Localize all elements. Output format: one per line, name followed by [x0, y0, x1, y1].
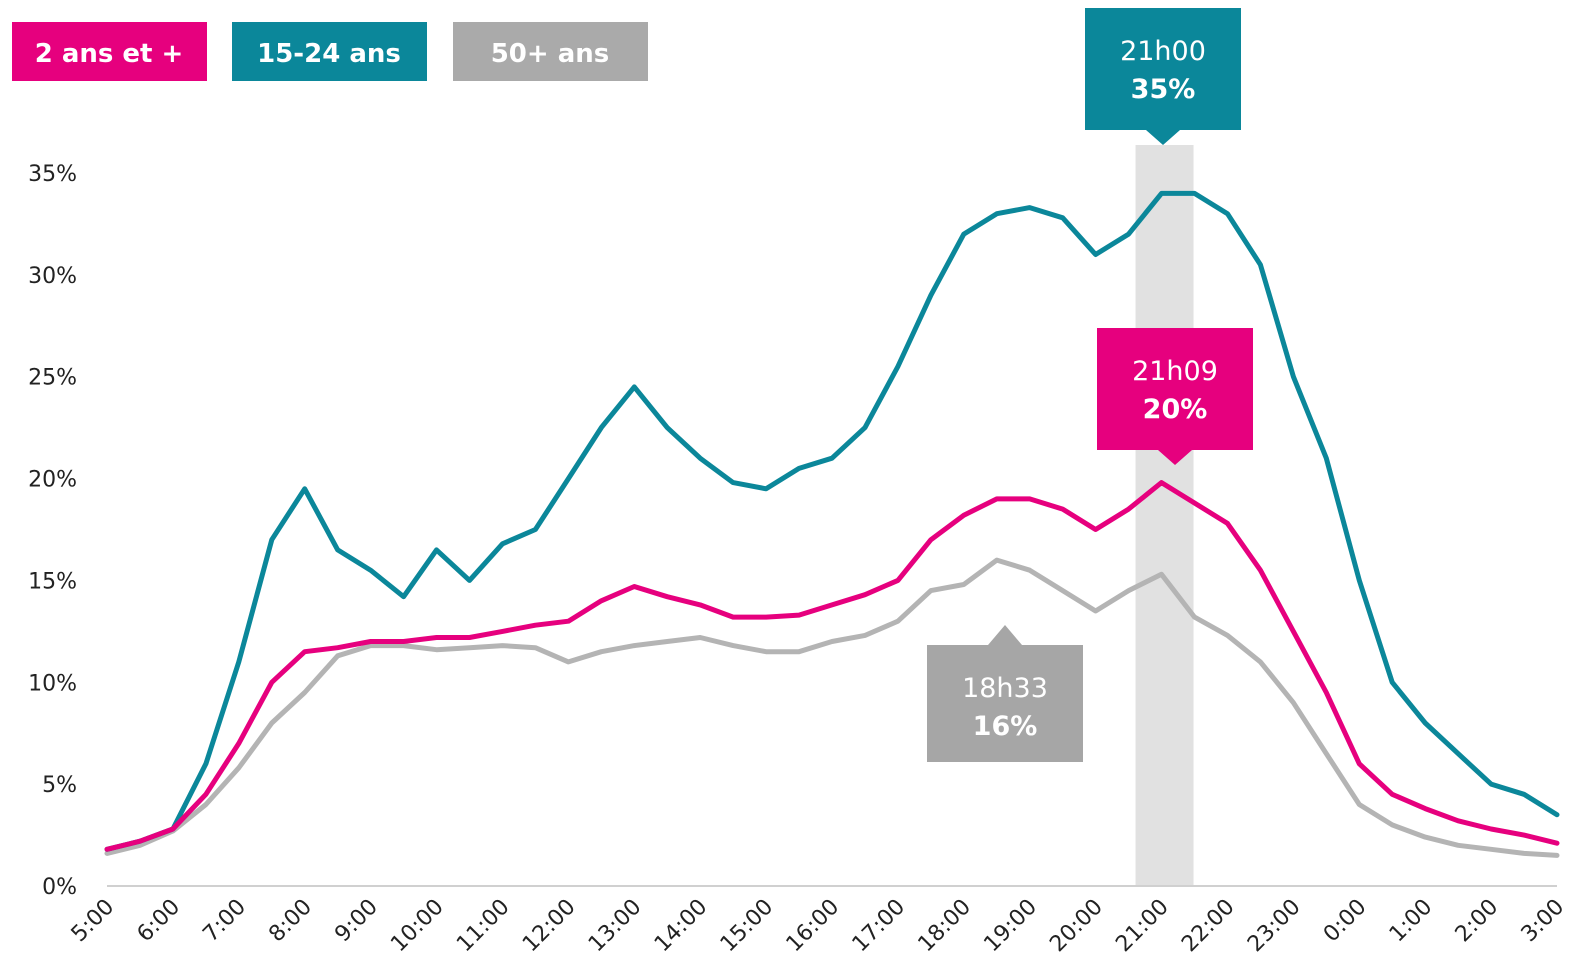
x-tick-label: 18:00: [914, 895, 977, 958]
x-tick-label: 23:00: [1243, 895, 1306, 958]
x-tick-label: 16:00: [782, 895, 845, 958]
annotation-time: 21h09: [1132, 356, 1218, 387]
x-tick-label: 3:00: [1517, 895, 1569, 948]
x-tick-label: 1:00: [1385, 895, 1438, 948]
annotation-box: [1097, 328, 1253, 450]
x-tick-label: 13:00: [584, 895, 647, 958]
annotation-pointer: [1158, 450, 1192, 465]
legend-item: 2 ans et +: [12, 22, 207, 81]
x-tick-label: 8:00: [264, 895, 317, 948]
x-tick-label: 19:00: [979, 895, 1042, 958]
highlight-band: [1135, 145, 1194, 886]
annotation-pointer: [988, 625, 1022, 645]
y-tick-label: 30%: [28, 264, 77, 289]
x-tick-label: 22:00: [1177, 895, 1240, 958]
annotation-time: 18h33: [962, 673, 1048, 704]
x-tick-label: 0:00: [1319, 895, 1372, 948]
annotation-time: 21h00: [1120, 36, 1206, 67]
annotation-pointer: [1146, 130, 1180, 145]
x-tick-label: 10:00: [386, 895, 449, 958]
annotation-value: 20%: [1143, 394, 1208, 425]
x-tick-label: 20:00: [1045, 895, 1108, 958]
x-tick-label: 17:00: [848, 895, 911, 958]
annotation-box: [927, 645, 1083, 762]
y-tick-label: 0%: [42, 875, 77, 900]
y-tick-label: 5%: [42, 773, 77, 798]
annotation: 21h00 35%: [1085, 8, 1241, 145]
y-tick-label: 35%: [28, 162, 77, 187]
series-line: [104, 557, 1560, 858]
legend-label: 2 ans et +: [35, 39, 184, 69]
x-tick-label: 9:00: [330, 895, 383, 948]
x-tick-label: 2:00: [1451, 895, 1504, 948]
legend-item: 50+ ans: [453, 22, 648, 81]
legend-item: 15-24 ans: [232, 22, 427, 81]
x-tick-label: 11:00: [452, 895, 515, 958]
x-tick-label: 6:00: [133, 895, 186, 948]
x-tick-label: 5:00: [67, 895, 120, 948]
legend-label: 50+ ans: [491, 39, 610, 69]
x-tick-label: 15:00: [716, 895, 779, 958]
series-line: [104, 190, 1560, 852]
series-line: [104, 480, 1560, 852]
legend-swatch: [232, 22, 427, 81]
y-tick-label: 10%: [28, 671, 77, 696]
legend-swatch: [12, 22, 207, 81]
annotation-value: 35%: [1131, 74, 1196, 105]
annotation: 21h09 20%: [1097, 328, 1253, 465]
annotation: 18h33 16%: [927, 625, 1083, 762]
x-tick-label: 7:00: [198, 895, 251, 948]
annotation-box: [1085, 8, 1241, 130]
y-tick-label: 15%: [28, 569, 77, 594]
x-tick-label: 12:00: [518, 895, 581, 958]
legend-swatch: [453, 22, 648, 81]
y-tick-label: 20%: [28, 468, 77, 493]
y-tick-label: 25%: [28, 366, 77, 391]
annotation-value: 16%: [973, 711, 1038, 742]
legend-label: 15-24 ans: [257, 39, 401, 69]
x-tick-label: 14:00: [650, 895, 713, 958]
x-tick-label: 21:00: [1111, 895, 1174, 958]
